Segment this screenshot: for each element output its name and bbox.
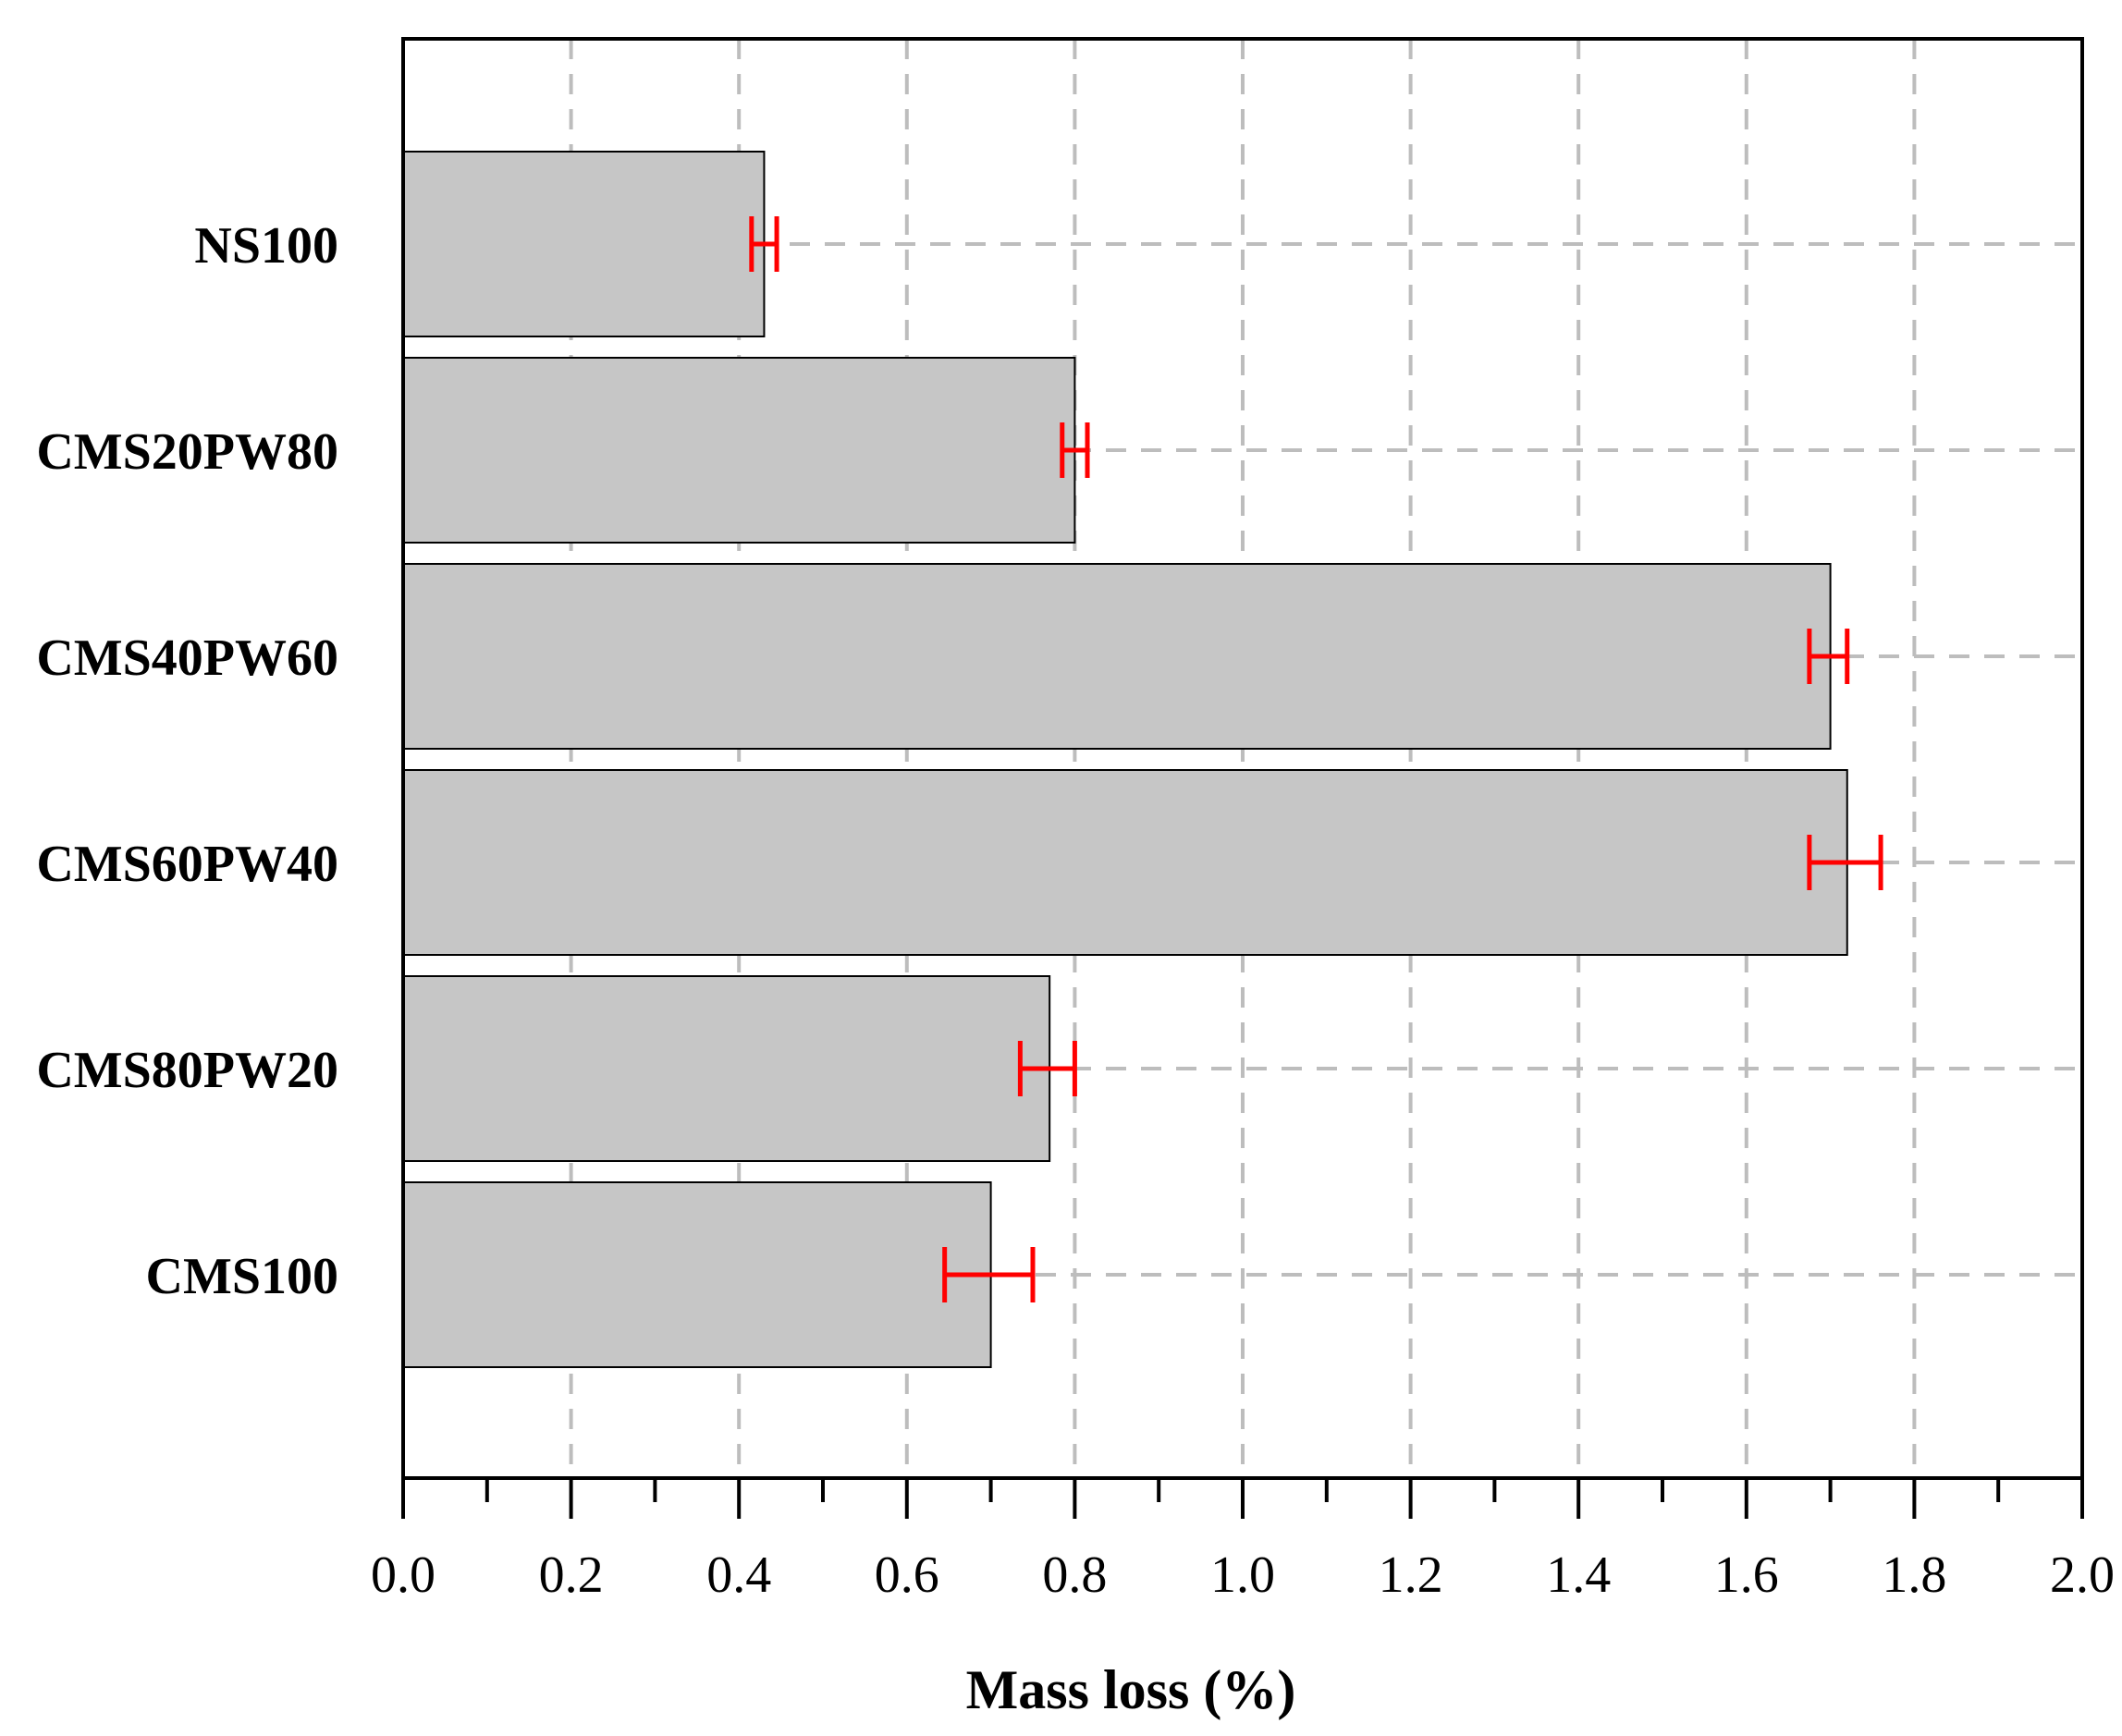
error-bar-cms100 (942, 1247, 1036, 1302)
x-tick-label-9: 1.8 (1882, 1547, 1946, 1604)
bar-cms20pw80 (402, 357, 1076, 544)
category-label-ns100: NS100 (194, 217, 338, 275)
x-tick-label-0: 0.0 (371, 1547, 435, 1604)
bar-ns100 (402, 151, 766, 337)
x-tick-label-1: 0.2 (539, 1547, 604, 1604)
bar-cms100 (402, 1181, 992, 1368)
bar-cms40pw60 (402, 563, 1832, 750)
label-layer: 0.0 0.2 0.4 0.6 0.8 1.0 1.2 1.4 1.6 1.8 2.0 NS100 CM… (36, 217, 2115, 1604)
x-tick-label-6: 1.2 (1379, 1547, 1443, 1604)
category-label-cms60pw40: CMS60PW40 (36, 836, 338, 893)
category-label-cms40pw60: CMS40PW60 (36, 630, 338, 687)
error-bar-cms80pw20 (1017, 1041, 1077, 1096)
x-tick-label-7: 1.4 (1546, 1547, 1611, 1604)
x-tick-label-4: 0.8 (1042, 1547, 1107, 1604)
category-label-cms100: CMS100 (146, 1248, 338, 1305)
x-axis-title: Mass loss (%) (966, 1659, 1296, 1720)
x-tick-label-2: 0.4 (706, 1547, 771, 1604)
error-bar-cms60pw40 (1807, 835, 1883, 890)
x-tick-label-10: 2.0 (2050, 1547, 2115, 1604)
bar-cms80pw20 (402, 975, 1051, 1162)
error-bar-ns100 (749, 216, 779, 272)
x-tick-label-5: 1.0 (1210, 1547, 1275, 1604)
bar-layer (402, 151, 1848, 1368)
tick-layer (401, 1478, 2084, 1519)
category-label-cms80pw20: CMS80PW20 (36, 1042, 338, 1099)
error-bar-cms20pw80 (1060, 422, 1090, 478)
category-label-cms20pw80: CMS20PW80 (36, 423, 338, 481)
bar-cms60pw40 (402, 769, 1848, 956)
x-tick-label-8: 1.6 (1714, 1547, 1779, 1604)
error-layer (749, 216, 1883, 1302)
error-bar-cms40pw60 (1807, 629, 1850, 684)
x-tick-label-3: 0.6 (875, 1547, 939, 1604)
